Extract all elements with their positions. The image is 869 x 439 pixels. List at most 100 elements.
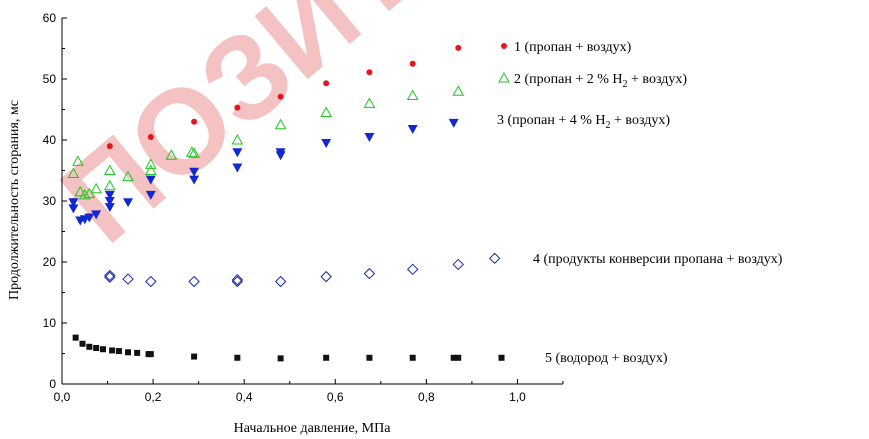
series-1-point xyxy=(455,44,462,51)
series-3-point xyxy=(104,203,115,213)
series-3 xyxy=(68,118,459,226)
series-3-point xyxy=(104,190,115,200)
series-2-point xyxy=(320,106,333,118)
watermark: ПОЗИТ xyxy=(37,0,441,268)
series-1-point xyxy=(409,60,416,67)
series-2-point xyxy=(122,170,134,182)
series-5-point xyxy=(72,334,79,341)
series-5-point xyxy=(93,345,100,352)
series-3-point xyxy=(84,213,95,223)
series-2-point xyxy=(90,182,103,194)
series-1-point xyxy=(234,104,241,111)
series-3-point xyxy=(364,132,375,142)
series-2-point xyxy=(67,167,80,179)
series-3-point xyxy=(407,125,418,135)
series-4-point xyxy=(122,273,134,285)
series-5-point xyxy=(409,354,416,361)
series-5-point xyxy=(86,343,93,350)
series-3-point xyxy=(91,210,102,220)
series-5-point xyxy=(234,354,241,361)
series-3-point xyxy=(232,148,243,158)
series-5-point xyxy=(498,354,505,361)
y-axis-label: Продолжительность сгорания, мс xyxy=(7,100,22,300)
series-5 xyxy=(72,334,505,362)
series-3-point xyxy=(145,175,156,185)
series-5-point xyxy=(109,347,116,354)
legend-1-marker xyxy=(501,43,507,49)
series-2-point xyxy=(363,97,376,108)
series-5-point xyxy=(134,349,141,356)
series-2-point xyxy=(144,164,157,175)
x-tick-label: 0,6 xyxy=(327,390,344,404)
tick-labels: 0 10 20 30 40 50 60 0,0 0,2 0,4 0,6 0,8 1,0 xyxy=(43,11,526,404)
series-3-point xyxy=(68,198,79,208)
x-axis-label: Начальное давление, МПа xyxy=(234,421,392,436)
legend-1-label: 1 (пропан + воздух) xyxy=(514,40,632,55)
y-tick-label: 60 xyxy=(43,11,57,25)
series-5-point xyxy=(125,349,132,356)
series-4 xyxy=(104,252,501,288)
series-2-point xyxy=(452,85,465,96)
legend-3-label: 3 (пропан + 4 % H2 + воздух) xyxy=(497,113,670,131)
series-4-point xyxy=(274,275,287,288)
x-tick-label: 1,0 xyxy=(509,390,526,404)
series-4-point xyxy=(452,258,464,271)
watermark-text: ПОЗИТ xyxy=(37,0,441,268)
series-2-point xyxy=(185,146,198,157)
series-2-point xyxy=(165,149,178,160)
series-2-point xyxy=(78,188,91,200)
series-2-point xyxy=(188,147,200,158)
y-tick-label: 20 xyxy=(43,255,57,269)
series-4-point xyxy=(488,252,501,265)
series-layer xyxy=(67,44,505,362)
series-2-point xyxy=(274,118,287,130)
legend-5-label: 5 (водород + воздух) xyxy=(545,351,668,366)
series-2-point xyxy=(74,185,87,197)
y-tick-label: 50 xyxy=(43,72,57,86)
y-tick-label: 30 xyxy=(43,194,57,208)
series-4-point xyxy=(406,263,419,276)
legend-2-label: 2 (пропан + 2 % H2 + воздух) xyxy=(514,72,687,90)
ticks xyxy=(61,17,564,385)
series-2-point xyxy=(406,89,419,100)
x-tick-label: 0,8 xyxy=(418,390,435,404)
series-3-point xyxy=(232,163,243,173)
series-3-point xyxy=(275,148,286,158)
series-2-point xyxy=(144,158,157,169)
series-1-point xyxy=(366,69,373,76)
series-2-point xyxy=(231,133,244,145)
series-5-point xyxy=(115,348,122,355)
series-5-point xyxy=(277,355,284,362)
series-1-point xyxy=(147,133,154,140)
series-1-point xyxy=(106,143,113,150)
series-5-point xyxy=(99,346,106,353)
y-tick-label: 0 xyxy=(49,377,56,391)
y-tick-label: 40 xyxy=(43,133,57,147)
series-1-point xyxy=(191,118,198,125)
series-2-point xyxy=(103,179,116,191)
series-3-point xyxy=(189,175,200,185)
series-3-point xyxy=(189,167,200,177)
series-3-point xyxy=(321,139,332,149)
series-3-point xyxy=(448,118,459,128)
legend: 1 (пропан + воздух) 2 (пропан + 2 % H2 + … xyxy=(497,40,783,366)
series-5-point xyxy=(79,340,86,347)
legend-2-marker xyxy=(498,71,510,83)
series-3-point xyxy=(104,197,115,206)
series-4-point xyxy=(188,275,200,288)
series-4-point xyxy=(104,271,116,283)
series-2-point xyxy=(103,164,116,175)
series-4-point xyxy=(104,269,116,282)
series-5-point xyxy=(450,354,457,361)
x-tick-label: 0,0 xyxy=(54,390,71,404)
x-tick-label: 0,4 xyxy=(236,390,253,404)
series-4-point xyxy=(145,275,157,288)
series-5-point xyxy=(323,354,330,361)
x-tick-label: 0,2 xyxy=(145,390,162,404)
series-1-point xyxy=(277,93,284,100)
series-5-point xyxy=(147,351,154,358)
series-4-point xyxy=(320,270,332,283)
series-4-point xyxy=(231,273,244,286)
series-5-point xyxy=(366,354,373,361)
